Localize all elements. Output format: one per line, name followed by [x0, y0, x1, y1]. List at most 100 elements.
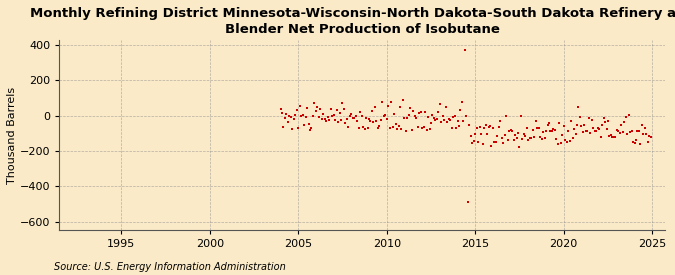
Point	[318, 112, 329, 116]
Point	[592, 126, 603, 131]
Point	[622, 132, 632, 136]
Point	[312, 105, 323, 109]
Point	[601, 126, 612, 131]
Point	[458, 119, 469, 123]
Point	[532, 126, 543, 131]
Point	[456, 100, 467, 104]
Point	[288, 116, 299, 121]
Point	[552, 141, 563, 146]
Point	[286, 115, 296, 119]
Point	[439, 118, 450, 123]
Point	[468, 139, 479, 143]
Point	[536, 136, 547, 141]
Point	[364, 117, 375, 121]
Point	[321, 119, 331, 123]
Point	[465, 134, 476, 139]
Point	[578, 130, 589, 134]
Point	[619, 119, 630, 124]
Point	[398, 98, 408, 102]
Point	[564, 139, 575, 143]
Point	[638, 132, 649, 136]
Point	[429, 116, 439, 121]
Point	[396, 127, 407, 131]
Point	[294, 104, 305, 109]
Point	[344, 113, 355, 118]
Point	[302, 106, 313, 111]
Point	[489, 140, 500, 145]
Point	[579, 123, 590, 127]
Point	[618, 129, 628, 134]
Point	[383, 103, 394, 108]
Point	[404, 113, 414, 117]
Point	[418, 125, 429, 129]
Point	[620, 115, 631, 119]
Point	[442, 120, 453, 124]
Point	[549, 128, 560, 132]
Point	[524, 136, 535, 140]
Point	[501, 114, 512, 119]
Point	[629, 141, 640, 145]
Point	[637, 123, 647, 128]
Point	[300, 114, 311, 119]
Point	[479, 126, 489, 130]
Point	[346, 112, 356, 116]
Point	[390, 122, 401, 126]
Point	[562, 140, 572, 145]
Point	[375, 118, 386, 122]
Point	[293, 126, 304, 130]
Point	[335, 117, 346, 122]
Point	[427, 112, 438, 117]
Point	[510, 133, 520, 138]
Point	[595, 135, 606, 139]
Point	[436, 120, 447, 125]
Point	[384, 126, 395, 131]
Point	[356, 114, 367, 119]
Point	[367, 108, 377, 113]
Point	[582, 128, 593, 133]
Point	[369, 105, 380, 110]
Point	[371, 119, 382, 123]
Point	[588, 126, 599, 131]
Point	[560, 138, 570, 142]
Point	[526, 136, 537, 141]
Point	[343, 125, 354, 129]
Point	[451, 125, 462, 130]
Point	[420, 110, 431, 115]
Point	[443, 117, 454, 122]
Point	[535, 135, 545, 139]
Point	[531, 119, 541, 123]
Point	[425, 121, 436, 125]
Point	[522, 125, 533, 130]
Point	[373, 126, 383, 131]
Point	[504, 129, 514, 134]
Point	[583, 116, 594, 120]
Point	[491, 140, 502, 144]
Point	[412, 125, 423, 129]
Point	[279, 116, 290, 120]
Point	[437, 114, 448, 118]
Point	[498, 141, 509, 145]
Point	[461, 113, 472, 118]
Point	[587, 118, 597, 123]
Point	[402, 116, 413, 120]
Point	[632, 129, 643, 133]
Point	[495, 119, 506, 123]
Point	[395, 104, 406, 109]
Point	[630, 138, 641, 142]
Point	[433, 110, 443, 114]
Point	[323, 114, 333, 119]
Point	[452, 119, 463, 123]
Point	[411, 116, 422, 120]
Point	[480, 122, 491, 127]
Point	[482, 132, 493, 137]
Point	[430, 118, 441, 122]
Point	[317, 117, 327, 121]
Point	[563, 129, 574, 133]
Point	[329, 117, 340, 122]
Point	[380, 112, 391, 117]
Point	[572, 123, 583, 127]
Point	[297, 112, 308, 117]
Point	[543, 121, 554, 126]
Point	[485, 124, 495, 128]
Point	[639, 125, 650, 130]
